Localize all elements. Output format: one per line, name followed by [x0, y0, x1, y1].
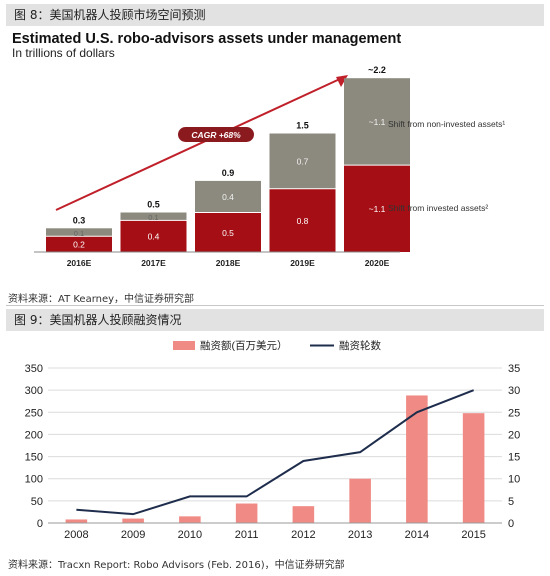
x-tick-2010: 2010 — [178, 529, 202, 541]
y-right-tick: 25 — [508, 407, 520, 419]
cagr-pill — [178, 127, 254, 142]
x-tick-2008: 2008 — [64, 529, 88, 541]
series-label-invested: Shift from invested assets² — [388, 203, 488, 213]
bar-invested-2016E — [46, 236, 112, 252]
x-tick-2013: 2013 — [348, 529, 372, 541]
chart1-subtitle: In trillions of dollars — [12, 46, 115, 60]
x-tick-2012: 2012 — [291, 529, 315, 541]
bar-noninvested-2019E — [269, 133, 336, 189]
y-left-tick: 350 — [25, 363, 43, 375]
robo-aum-chart: Estimated U.S. robo-advisors assets unde… — [12, 31, 505, 268]
cagr-arrow-line — [55, 77, 343, 211]
bar-noninvested-2017E — [120, 212, 187, 221]
series-label-noninvested: Shift from non-invested assets¹ — [388, 119, 505, 129]
label-noninvested-2018E: 0.4 — [222, 192, 234, 202]
chart2-line — [76, 389, 474, 516]
chart2-bars — [65, 395, 485, 523]
label-invested-2019E: 0.8 — [297, 216, 309, 226]
cagr-arrow-head — [336, 75, 348, 87]
total-2017E: 0.5 — [147, 200, 160, 210]
bar-noninvested-2020E — [344, 78, 410, 166]
label-noninvested-2017E: 0.1 — [148, 213, 158, 222]
y-right-tick: 0 — [508, 518, 514, 530]
label-invested-2017E: 0.4 — [148, 232, 160, 242]
y-right-tick: 10 — [508, 474, 520, 486]
total-2016E: 0.3 — [73, 215, 86, 225]
y-right-tick: 35 — [508, 363, 520, 375]
bar-2012 — [292, 506, 315, 523]
label-noninvested-2019E: 0.7 — [297, 157, 309, 167]
bar-2011 — [235, 503, 258, 523]
total-2020E: ~2.2 — [368, 65, 386, 75]
divider — [6, 305, 544, 306]
y-left-tick: 200 — [25, 429, 43, 441]
chart2-legend: 融资额(百万美元） 融资轮数 — [173, 339, 381, 352]
funding-rounds-line — [76, 389, 474, 516]
bar-invested-2020E — [344, 165, 410, 252]
y-right-tick: 20 — [508, 429, 520, 441]
bar-noninvested-2018E — [195, 180, 261, 213]
bar-2015 — [462, 413, 485, 523]
label-invested-2016E: 0.2 — [73, 240, 85, 250]
y-left-tick: 0 — [37, 518, 43, 530]
bar-invested-2017E — [120, 220, 187, 252]
label-invested-2018E: 0.5 — [222, 228, 234, 238]
bar-2013 — [349, 478, 371, 523]
figure9-header: 图 9：美国机器人投顾融资情况 — [6, 309, 544, 331]
y-left-tick: 300 — [25, 385, 43, 397]
figure8-source: 资料来源：AT Kearney，中信证券研究部 — [8, 294, 195, 305]
category-2018E: 2018E — [216, 258, 241, 268]
bar-invested-2018E — [195, 212, 261, 252]
y-right-tick: 15 — [508, 452, 520, 464]
legend-label-bar: 融资额(百万美元） — [200, 339, 288, 352]
figure8-header: 图 8：美国机器人投顾市场空间预测 — [6, 4, 544, 26]
category-2016E: 2016E — [67, 258, 92, 268]
y-left-tick: 250 — [25, 407, 43, 419]
label-invested-2020E: ~1.1 — [369, 204, 386, 214]
y-left-tick: 50 — [31, 496, 43, 508]
chart2-grid — [48, 367, 502, 524]
cagr-arrow — [55, 75, 348, 211]
bar-invested-2019E — [269, 188, 336, 252]
legend-label-line: 融资轮数 — [339, 339, 381, 352]
figure9-source: 资料来源：Tracxn Report: Robo Advisors (Feb. … — [8, 560, 345, 571]
y-left-tick: 100 — [25, 474, 43, 486]
bar-2008 — [65, 519, 88, 523]
y-right-tick: 5 — [508, 496, 514, 508]
chart2-axes: 0 50 100 150 200 250 300 350 0 5 10 15 20 25 30 35 2008 2… — [25, 363, 521, 541]
cagr-label: CAGR +68% — [191, 130, 241, 140]
chart1-annotations: CAGR +68% Shift from non-invested assets¹… — [178, 119, 505, 213]
total-2018E: 0.9 — [222, 168, 235, 178]
x-tick-2015: 2015 — [461, 529, 485, 541]
category-2019E: 2019E — [290, 258, 315, 268]
bar-2009 — [122, 518, 144, 523]
category-2020E: 2020E — [365, 258, 390, 268]
chart1-bars: 0.2 0.1 0.3 2016E 0.4 0.1 0.5 2017E 0.5 0.4 0.9 201… — [34, 65, 410, 268]
bar-2014 — [406, 395, 428, 523]
bar-2010 — [179, 516, 201, 523]
chart1-title: Estimated U.S. robo-advisors assets unde… — [12, 31, 401, 47]
funding-chart: 融资额(百万美元） 融资轮数 0 50 100 150 200 250 300 350 0 5 10 1… — [25, 339, 521, 541]
x-tick-2009: 2009 — [121, 529, 145, 541]
y-left-tick: 150 — [25, 452, 43, 464]
y-right-tick: 30 — [508, 385, 520, 397]
x-tick-2014: 2014 — [405, 529, 429, 541]
legend-swatch-bar — [173, 341, 195, 350]
label-noninvested-2020E: ~1.1 — [369, 117, 386, 127]
total-2019E: 1.5 — [296, 121, 309, 131]
bar-noninvested-2016E — [46, 228, 112, 237]
x-tick-2011: 2011 — [235, 529, 259, 541]
label-noninvested-2016E: 0.1 — [74, 229, 84, 238]
category-2017E: 2017E — [141, 258, 166, 268]
